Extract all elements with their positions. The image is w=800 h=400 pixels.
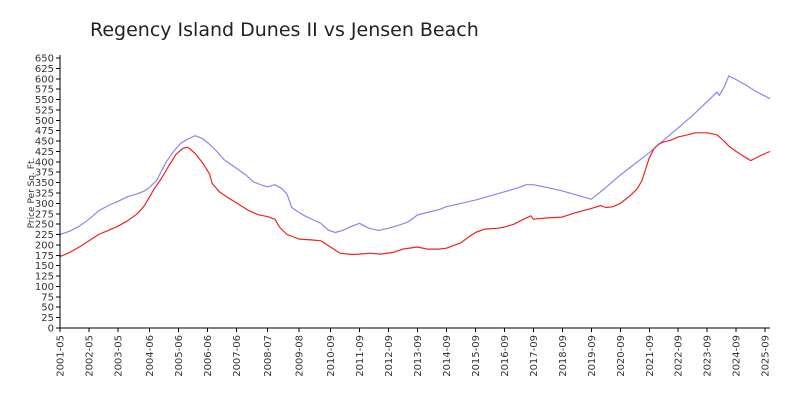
x-tick-label: 2006-06 — [203, 335, 214, 377]
y-tick-label: 400 — [35, 157, 54, 168]
x-tick-label: 2007-06 — [232, 335, 243, 377]
y-tick-label: 100 — [35, 282, 54, 293]
y-tick-label: 175 — [35, 251, 54, 262]
x-tick-label: 2025-09 — [761, 335, 772, 377]
y-tick-label: 25 — [41, 313, 54, 324]
y-tick-label: 600 — [35, 74, 54, 85]
x-tick-label: 2017-09 — [529, 335, 540, 377]
x-tick-label: 2014-09 — [442, 335, 453, 377]
y-tick-label: 325 — [35, 189, 54, 200]
x-tick-label: 2001-05 — [56, 335, 67, 377]
x-tick-label: 2005-06 — [174, 335, 185, 377]
x-tick-label: 2002-05 — [84, 335, 95, 377]
chart-title: Regency Island Dunes II vs Jensen Beach — [90, 19, 479, 41]
x-tick-label: 2019-09 — [587, 335, 598, 377]
y-tick-label: 575 — [35, 85, 54, 96]
y-tick-label: 150 — [35, 261, 54, 272]
y-tick-label: 450 — [35, 137, 54, 148]
x-tick-label: 2015-09 — [471, 335, 482, 377]
y-tick-label: 200 — [35, 240, 54, 251]
y-tick-label: 300 — [35, 199, 54, 210]
x-tick-label: 2020-09 — [616, 335, 627, 377]
y-tick-label: 425 — [35, 147, 54, 158]
series-line-2 — [59, 132, 771, 258]
x-tick-label: 2018-09 — [558, 335, 569, 377]
y-tick-label: 125 — [35, 272, 54, 283]
x-tick-label: 2016-09 — [500, 335, 511, 377]
x-tick-label: 2008-07 — [263, 335, 274, 377]
x-tick-label: 2021-09 — [645, 335, 656, 377]
x-tick-label: 2009-08 — [295, 335, 306, 377]
y-tick-label: 375 — [35, 168, 54, 179]
x-tick-label: 2004-06 — [145, 335, 156, 377]
y-tick-label: 0 — [48, 324, 54, 335]
x-tick-label: 2022-09 — [674, 335, 685, 377]
x-tick-label: 2024-09 — [732, 335, 743, 377]
y-axis-label: Price Per Sq. Ft. — [27, 158, 37, 229]
y-tick-label: 350 — [35, 178, 54, 189]
y-tick-label: 650 — [35, 54, 54, 65]
y-tick-label: 500 — [35, 116, 54, 127]
y-tick-label: 625 — [35, 64, 54, 75]
x-tick-label: 2023-09 — [703, 335, 714, 377]
x-axis-ticks: 2001-05 2002-05 2003-05 2004-06 2005-06 2006-… — [56, 328, 772, 377]
series-line-1 — [59, 75, 771, 236]
y-tick-label: 525 — [35, 105, 54, 116]
x-tick-label: 2012-09 — [384, 335, 395, 377]
y-tick-label: 50 — [41, 303, 54, 314]
series-group — [59, 75, 771, 258]
x-tick-label: 2011-09 — [355, 335, 366, 377]
x-tick-label: 2003-05 — [113, 335, 124, 377]
x-tick-label: 2010-09 — [326, 335, 337, 377]
y-tick-label: 275 — [35, 209, 54, 220]
y-tick-label: 475 — [35, 126, 54, 137]
y-tick-label: 75 — [41, 292, 54, 303]
y-tick-label: 550 — [35, 95, 54, 106]
y-tick-label: 250 — [35, 220, 54, 231]
y-axis-ticks: 0255075100125150175200225250275300325350… — [35, 54, 60, 335]
x-tick-label: 2013-09 — [413, 335, 424, 377]
y-tick-label: 225 — [35, 230, 54, 241]
